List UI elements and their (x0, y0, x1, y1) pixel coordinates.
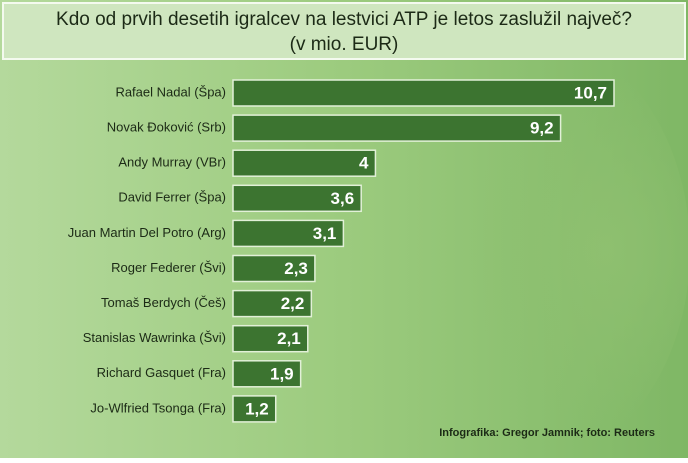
bar (232, 219, 345, 248)
bar (232, 289, 313, 318)
value-label: 2,3 (284, 259, 308, 278)
category-label: Roger Federer (Švi) (111, 260, 226, 275)
bar (232, 114, 562, 142)
value-label: 2,2 (281, 294, 305, 313)
category-label: Rafael Nadal (Špa) (115, 84, 226, 99)
category-label: Novak Đoković (Srb) (107, 120, 226, 135)
chart-title: Kdo od prvih desetih igralcev na lestvic… (56, 9, 632, 30)
title-box (2, 2, 686, 60)
value-label: 4 (359, 154, 369, 173)
bar (232, 149, 377, 177)
category-label: Jo-Wlfried Tsonga (Fra) (90, 400, 226, 415)
value-label: 3,6 (331, 189, 355, 208)
category-label: Andy Murray (VBr) (118, 155, 226, 170)
bar (232, 254, 316, 283)
value-label: 9,2 (530, 119, 554, 138)
source: Infografika: Gregor Jamnik; foto: Reuter… (439, 427, 655, 439)
bar (232, 360, 302, 388)
chart-subtitle: (v mio. EUR) (290, 34, 399, 55)
value-label: 3,1 (313, 224, 337, 243)
bar (232, 79, 615, 107)
category-label: Tomaš Berdych (Češ) (101, 295, 226, 310)
value-label: 1,2 (245, 399, 269, 418)
category-label: David Ferrer (Špa) (118, 190, 226, 205)
value-label: 10,7 (574, 83, 607, 102)
category-label: Juan Martin Del Potro (Arg) (68, 225, 226, 240)
bar (232, 184, 362, 213)
value-label: 2,1 (277, 329, 301, 348)
value-label: 1,9 (270, 364, 294, 383)
bar (232, 395, 277, 423)
bar (232, 324, 309, 353)
category-label: Stanislas Wawrinka (Švi) (83, 330, 226, 345)
category-label: Richard Gasquet (Fra) (97, 365, 226, 380)
